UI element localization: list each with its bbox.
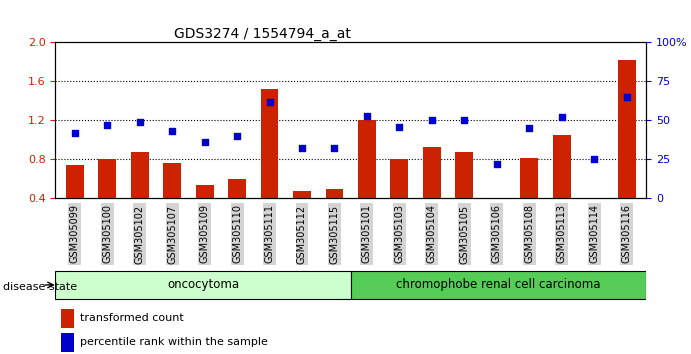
Text: GSM305115: GSM305115 <box>330 205 339 264</box>
Bar <box>553 135 571 198</box>
Point <box>264 99 275 104</box>
Text: GSM305106: GSM305106 <box>492 205 502 263</box>
Bar <box>163 163 181 198</box>
Point <box>296 145 307 151</box>
Bar <box>358 120 376 198</box>
Point <box>199 139 210 145</box>
Point <box>231 133 243 139</box>
Text: chromophobe renal cell carcinoma: chromophobe renal cell carcinoma <box>396 279 600 291</box>
Text: oncocytoma: oncocytoma <box>167 279 239 291</box>
FancyBboxPatch shape <box>55 271 350 299</box>
Text: GSM305100: GSM305100 <box>102 205 112 263</box>
Text: GSM305103: GSM305103 <box>395 205 404 263</box>
Bar <box>455 153 473 198</box>
Text: GSM305107: GSM305107 <box>167 205 177 264</box>
Text: GSM305102: GSM305102 <box>135 205 144 264</box>
Bar <box>618 60 636 198</box>
Point <box>621 94 632 100</box>
Text: transformed count: transformed count <box>80 313 184 323</box>
Point <box>394 124 405 130</box>
Text: GSM305116: GSM305116 <box>622 205 632 263</box>
Text: GSM305109: GSM305109 <box>200 205 209 263</box>
Point <box>491 161 502 167</box>
Text: GSM305104: GSM305104 <box>427 205 437 263</box>
Text: GSM305111: GSM305111 <box>265 205 274 263</box>
Bar <box>423 147 441 198</box>
FancyBboxPatch shape <box>350 271 646 299</box>
Point <box>556 114 567 120</box>
Bar <box>261 89 278 198</box>
Bar <box>61 333 74 352</box>
Point <box>102 122 113 128</box>
Text: GSM305110: GSM305110 <box>232 205 242 263</box>
Point <box>69 130 80 136</box>
Text: GSM305108: GSM305108 <box>524 205 534 263</box>
Bar <box>98 159 116 198</box>
Text: GSM305099: GSM305099 <box>70 205 79 263</box>
Point <box>589 156 600 162</box>
Bar <box>390 159 408 198</box>
Bar <box>228 179 246 198</box>
Bar <box>488 198 506 200</box>
Bar <box>196 185 214 198</box>
Point <box>329 145 340 151</box>
Point <box>426 118 437 123</box>
Bar <box>131 153 149 198</box>
Text: GDS3274 / 1554794_a_at: GDS3274 / 1554794_a_at <box>174 27 351 41</box>
Text: percentile rank within the sample: percentile rank within the sample <box>80 337 268 347</box>
Point <box>361 113 372 119</box>
Bar <box>325 189 343 198</box>
Text: GSM305101: GSM305101 <box>362 205 372 263</box>
Bar <box>293 192 311 198</box>
Bar <box>61 309 74 328</box>
Text: GSM305112: GSM305112 <box>297 205 307 264</box>
Text: GSM305113: GSM305113 <box>557 205 567 263</box>
Text: disease state: disease state <box>3 282 77 292</box>
Bar <box>66 165 84 198</box>
Point <box>459 118 470 123</box>
Point <box>524 125 535 131</box>
Text: GSM305105: GSM305105 <box>460 205 469 264</box>
Bar <box>585 198 603 200</box>
Point <box>167 129 178 134</box>
Bar <box>520 158 538 198</box>
Text: GSM305114: GSM305114 <box>589 205 599 263</box>
Point <box>134 119 145 125</box>
